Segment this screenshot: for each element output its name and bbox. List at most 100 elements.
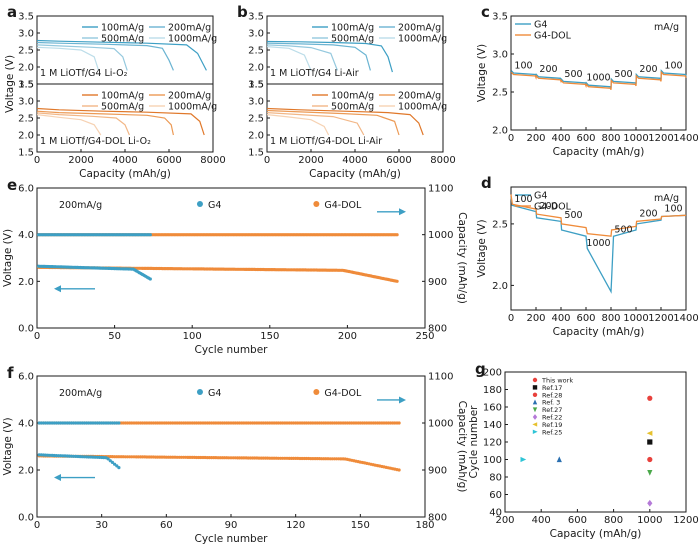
panel-d-rate-label: 200 (539, 201, 557, 212)
panel-d-xtick-label: 0 (508, 313, 514, 324)
panel-b-ytick-label: 3.0 (248, 97, 264, 108)
panel-letter-d: d (481, 174, 492, 192)
capacity-point (151, 421, 155, 425)
panel-f-xtick-label: 60 (160, 520, 173, 531)
capacity-point (246, 421, 250, 425)
panel-e-y2tick-label: 900 (428, 277, 447, 288)
capacity-point (248, 421, 252, 425)
panel-a-xtick-label: 0 (34, 155, 40, 166)
voltage-point (311, 457, 315, 461)
panel-d-unit-label: mA/g (654, 193, 679, 204)
panel-d-xlabel: Capacity (mAh/g) (553, 326, 645, 338)
voltage-point (117, 466, 121, 470)
panel-f-series-g4-markers (37, 421, 121, 470)
panel-a-legend-label: 100mA/g (101, 23, 144, 34)
panel-e-ytick-label: 4.0 (18, 230, 34, 241)
panel-b-xtick-label: 2000 (298, 155, 323, 166)
panel-e-xtick-label: 250 (415, 331, 434, 342)
capacity-point (281, 421, 285, 425)
panel-b-ytick-label: 2.5 (248, 114, 264, 125)
capacity-point (311, 421, 315, 425)
panel-e-xtick-label: 150 (260, 331, 279, 342)
panel-e-ytick-label: 2.0 (18, 277, 34, 288)
panel-e-xtick-label: 200 (338, 331, 357, 342)
capacity-point (148, 233, 152, 237)
panel-g-legend-marker (532, 377, 538, 383)
panel-c-xtick-label: 400 (551, 133, 570, 144)
voltage-point (339, 457, 343, 461)
panel-b-legend-label: 100mA/g (331, 23, 374, 34)
panel-g-legend-label: Ref.19 (542, 421, 562, 429)
capacity-point (113, 421, 117, 425)
voltage-point (141, 455, 145, 459)
panel-f-ytick-label: 2.0 (18, 466, 34, 477)
panel-f-y2label: Capacity (mAh/g) (456, 401, 468, 493)
panel-g-xtick-label: 400 (532, 515, 551, 526)
capacity-point (382, 421, 386, 425)
panel-d-xtick-label: 1000 (623, 313, 648, 324)
panel-d-rate-label: 100 (664, 204, 682, 215)
panel-g-ytick-label: 160 (483, 403, 502, 414)
capacity-point (291, 421, 296, 425)
panel-a-ytick-label: 3.5 (18, 80, 34, 91)
voltage-point (169, 455, 173, 459)
panel-c-xtick-label: 800 (601, 133, 620, 144)
capacity-point (388, 421, 393, 425)
panel-c-rate-label: 200 (539, 64, 557, 75)
voltage-point (304, 456, 308, 461)
panel-a-series-line (36, 107, 205, 136)
voltage-point (261, 456, 265, 460)
panel-e-y2tick-label: 1000 (428, 230, 453, 241)
capacity-point (319, 421, 324, 425)
panel-e-legend-g4-label: G4 (208, 200, 221, 211)
voltage-point (248, 456, 252, 460)
capacity-point (141, 421, 145, 425)
capacity-point (268, 421, 272, 425)
capacity-point (164, 421, 168, 425)
panel-g-xtick-label: 800 (604, 515, 623, 526)
panel-g-point (556, 456, 562, 463)
panel-b-series-line (266, 112, 365, 136)
panel-a-ytick-label: 3.5 (18, 12, 34, 23)
panel-g-legend-marker (532, 429, 538, 434)
capacity-point (54, 421, 59, 425)
voltage-point (87, 455, 91, 459)
voltage-point (188, 455, 192, 459)
capacity-point (52, 421, 56, 425)
panel-f-arrow-left-head (54, 474, 61, 482)
panel-g-legend-marker (532, 407, 538, 413)
capacity-point (63, 421, 67, 425)
voltage-point (268, 456, 272, 460)
panel-f-ytick-label: 6.0 (18, 372, 34, 383)
voltage-point (330, 457, 334, 461)
panel-c-xtick-label: 1000 (623, 133, 648, 144)
capacity-point (287, 421, 291, 425)
capacity-point (184, 421, 188, 425)
panel-b-xtick-label: 6000 (386, 155, 411, 166)
panel-b-series-line (266, 46, 312, 71)
capacity-point (335, 421, 339, 425)
capacity-point (207, 421, 211, 425)
capacity-point (210, 421, 214, 425)
panel-d-xtick-label: 800 (601, 313, 620, 324)
capacity-point (87, 421, 91, 425)
panel-a-xtick-label: 6000 (156, 155, 181, 166)
panel-d-rate-label: 200 (639, 209, 657, 220)
voltage-point (335, 457, 339, 461)
voltage-point (156, 455, 160, 459)
panel-a-ytick-label: 3.0 (18, 97, 34, 108)
panel-e-xtick-label: 0 (34, 331, 40, 342)
capacity-point (393, 421, 397, 425)
panel-c-frame (510, 15, 687, 131)
capacity-point (74, 421, 78, 425)
panel-b-series-line (266, 40, 393, 73)
capacity-point (257, 421, 261, 425)
panel-a-condition-label: 1 M LiOTf/G4 Li-O₂ (40, 68, 128, 79)
capacity-point (296, 421, 300, 425)
panel-f-y2tick-label: 1100 (428, 372, 453, 383)
panel-d-xtick-label: 400 (551, 313, 570, 324)
capacity-point (93, 421, 97, 425)
panel-a-ytick-label: 2.0 (18, 63, 34, 74)
panel-c-ytick-label: 3.0 (492, 50, 508, 61)
panel-c-ytick-label: 2.5 (492, 88, 508, 99)
